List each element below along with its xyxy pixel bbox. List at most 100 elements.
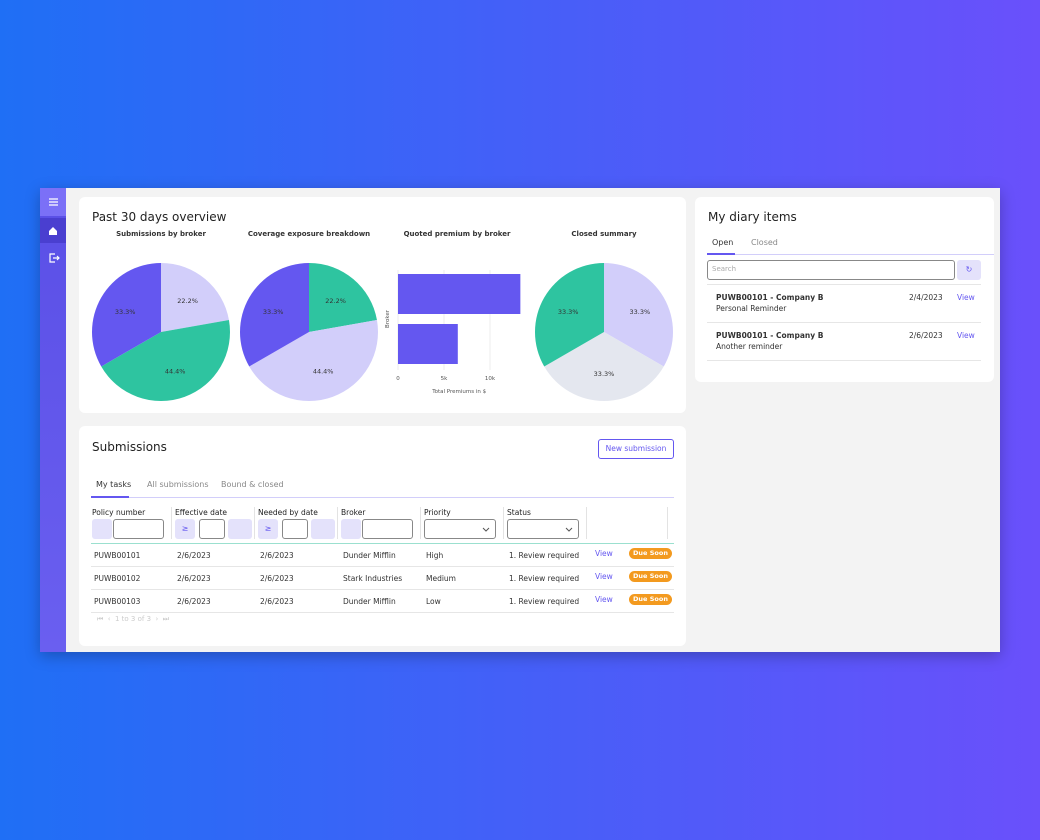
view-link[interactable]: View (957, 293, 975, 302)
filter-select (424, 519, 496, 539)
column-header: Effective date (175, 508, 228, 517)
pie-slice (544, 332, 664, 401)
cell: Stark Industries (343, 574, 403, 583)
cell: Dunder Mifflin (343, 597, 396, 606)
column-divider (503, 507, 504, 539)
filter-icon (92, 519, 112, 539)
cell: 2/6/2023 (177, 574, 211, 583)
view-link[interactable]: View (595, 549, 613, 558)
pie-slice (92, 263, 161, 367)
submissions-tab[interactable]: All submissions (147, 480, 209, 489)
tab-line (91, 497, 674, 498)
refresh-button[interactable]: ↻ (957, 260, 981, 280)
diary-note: Another reminder (716, 342, 783, 351)
search-placeholder: Search (712, 265, 737, 273)
filter-input (113, 519, 164, 539)
pie-slice (240, 263, 309, 367)
cell: 2/6/2023 (177, 597, 211, 606)
submissions-tab[interactable]: My tasks (96, 480, 132, 489)
cell: Dunder Mifflin (343, 551, 396, 560)
cell: 1. Review required (509, 597, 580, 606)
cell: 1. Review required (509, 574, 580, 583)
divider (707, 322, 981, 323)
slice-label: 44.4% (313, 367, 334, 375)
cell: PUWB00103 (94, 597, 141, 606)
slice-label: 33.3% (263, 308, 284, 316)
divider (707, 360, 981, 361)
diary-title: My diary items (708, 210, 797, 224)
cell: Medium (426, 574, 456, 583)
cell: PUWB00101 (94, 551, 141, 560)
column-divider (586, 507, 587, 539)
column-divider (337, 507, 338, 539)
filter-input (199, 519, 225, 539)
menu-button[interactable] (40, 188, 66, 216)
divider (707, 284, 981, 285)
x-tick-label: 5k (441, 376, 448, 382)
bar (398, 324, 458, 364)
cell: 2/6/2023 (260, 597, 294, 606)
filter-op: ≥ (175, 519, 195, 539)
column-header: Needed by date (258, 508, 318, 517)
due-badge: Due Soon (629, 548, 672, 559)
slice-label: 22.2% (177, 297, 198, 305)
view-link[interactable]: View (957, 331, 975, 340)
column-header: Priority (424, 508, 451, 517)
search-input[interactable]: Search (707, 260, 955, 280)
column-header: Broker (341, 508, 366, 517)
cell: 1. Review required (509, 551, 580, 560)
slice-label: 33.3% (558, 308, 579, 316)
view-link[interactable]: View (595, 595, 613, 604)
logout-button[interactable] (40, 245, 66, 270)
cell: Low (426, 597, 441, 606)
pie-slice (249, 320, 378, 401)
due-badge: Due Soon (629, 594, 672, 605)
slice-label: 22.2% (325, 297, 346, 305)
home-button[interactable] (40, 218, 66, 243)
column-header: Status (507, 508, 531, 517)
pie-slice (309, 263, 377, 332)
slice-label: 33.3% (594, 370, 615, 378)
diary-tab[interactable]: Open (712, 238, 734, 247)
filter-icon (341, 519, 361, 539)
y-axis-label: Broker (385, 309, 391, 328)
tab-indicator (91, 496, 129, 498)
chart-title: Submissions by broker (116, 230, 206, 238)
x-axis-label: Total Premiums in $ (431, 389, 486, 395)
column-divider (254, 507, 255, 539)
x-tick-label: 10k (485, 376, 496, 382)
cell: 2/6/2023 (177, 551, 211, 560)
overview-charts: Submissions by broker 22.2% 44.4% 33.3% Cove… (92, 230, 673, 401)
column-divider (420, 507, 421, 539)
row-divider (91, 589, 674, 590)
column-divider (171, 507, 172, 539)
diary-date: 2/4/2023 (909, 293, 943, 302)
row-divider (91, 566, 674, 567)
diary-id: PUWB00101 - Company B (716, 293, 824, 302)
pagination: ⏮ ‹ 1 to 3 of 3 › ⏭ (97, 615, 170, 623)
bar (398, 274, 521, 314)
cell: 2/6/2023 (260, 551, 294, 560)
submissions-tab[interactable]: Bound & closed (221, 480, 284, 489)
pie-slice (604, 263, 673, 367)
slice-label: 33.3% (630, 308, 651, 316)
filter-op: ≥ (258, 519, 278, 539)
tab-indicator (707, 253, 735, 255)
diary-date: 2/6/2023 (909, 331, 943, 340)
pie-slice (101, 320, 231, 401)
overview-title: Past 30 days overview (92, 210, 227, 224)
view-link[interactable]: View (595, 572, 613, 581)
new-submission-button[interactable]: New submission (598, 439, 674, 459)
header-line (91, 543, 674, 544)
column-divider (667, 507, 668, 539)
chart-title: Quoted premium by broker (404, 230, 511, 238)
overview-card: Past 30 days overview Submissions by bro… (79, 197, 686, 413)
pie-slice (535, 263, 604, 367)
filter-select (507, 519, 579, 539)
slice-label: 33.3% (115, 308, 136, 316)
diary-tab[interactable]: Closed (751, 238, 778, 247)
pagination-text: 1 to 3 of 3 (115, 615, 152, 623)
diary-card: My diary items Open Closed Search ↻ PUWB… (695, 197, 994, 382)
pie-slice (161, 263, 229, 332)
